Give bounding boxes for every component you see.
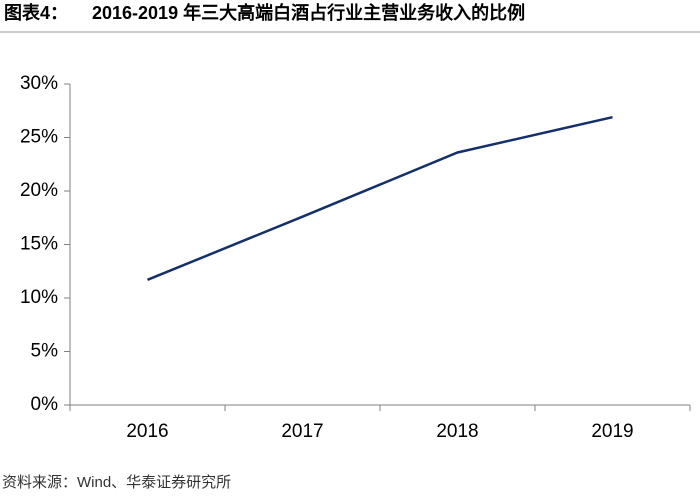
- y-tick-label: 10%: [20, 287, 58, 308]
- y-tick-label: 25%: [20, 127, 58, 148]
- y-tick-label: 0%: [31, 394, 59, 415]
- x-tick-label: 2019: [591, 421, 633, 442]
- x-tick-label: 2017: [281, 421, 323, 442]
- y-tick-label: 30%: [20, 73, 58, 94]
- x-tick-label: 2016: [126, 421, 168, 442]
- y-tick-label: 20%: [20, 180, 58, 201]
- x-tick-label: 2018: [436, 421, 478, 442]
- y-tick-label: 5%: [31, 341, 59, 362]
- source-note: 资料来源：Wind、华泰证券研究所: [2, 474, 231, 491]
- y-tick-label: 15%: [20, 234, 58, 255]
- figure-label: 图表4：: [4, 2, 68, 23]
- data-line: [147, 115, 613, 281]
- chart-title: 2016-2019 年三大高端白酒占行业主营业务收入的比例: [92, 2, 525, 23]
